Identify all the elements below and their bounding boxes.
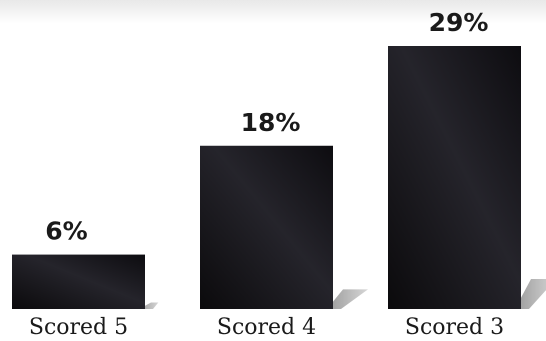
bar-shadow-scored-3	[515, 279, 546, 309]
category-label-scored-3: Scored 3	[405, 315, 504, 340]
bar-scored-5	[12, 254, 145, 309]
value-label-scored-3: 29%	[429, 8, 489, 37]
value-label-scored-5: 6%	[45, 217, 87, 246]
bar-scored-3	[388, 46, 521, 309]
bar-scored-4	[200, 145, 333, 309]
category-label-scored-4: Scored 4	[217, 315, 316, 340]
category-label-scored-5: Scored 5	[29, 315, 128, 340]
bar-shadow-scored-4	[327, 289, 368, 309]
value-label-scored-4: 18%	[241, 108, 301, 137]
category-labels: Scored 5 Scored 4 Scored 3	[29, 315, 504, 340]
top-fade	[0, 0, 546, 24]
value-labels: 6% 18% 29%	[45, 8, 488, 246]
bars	[12, 46, 521, 309]
